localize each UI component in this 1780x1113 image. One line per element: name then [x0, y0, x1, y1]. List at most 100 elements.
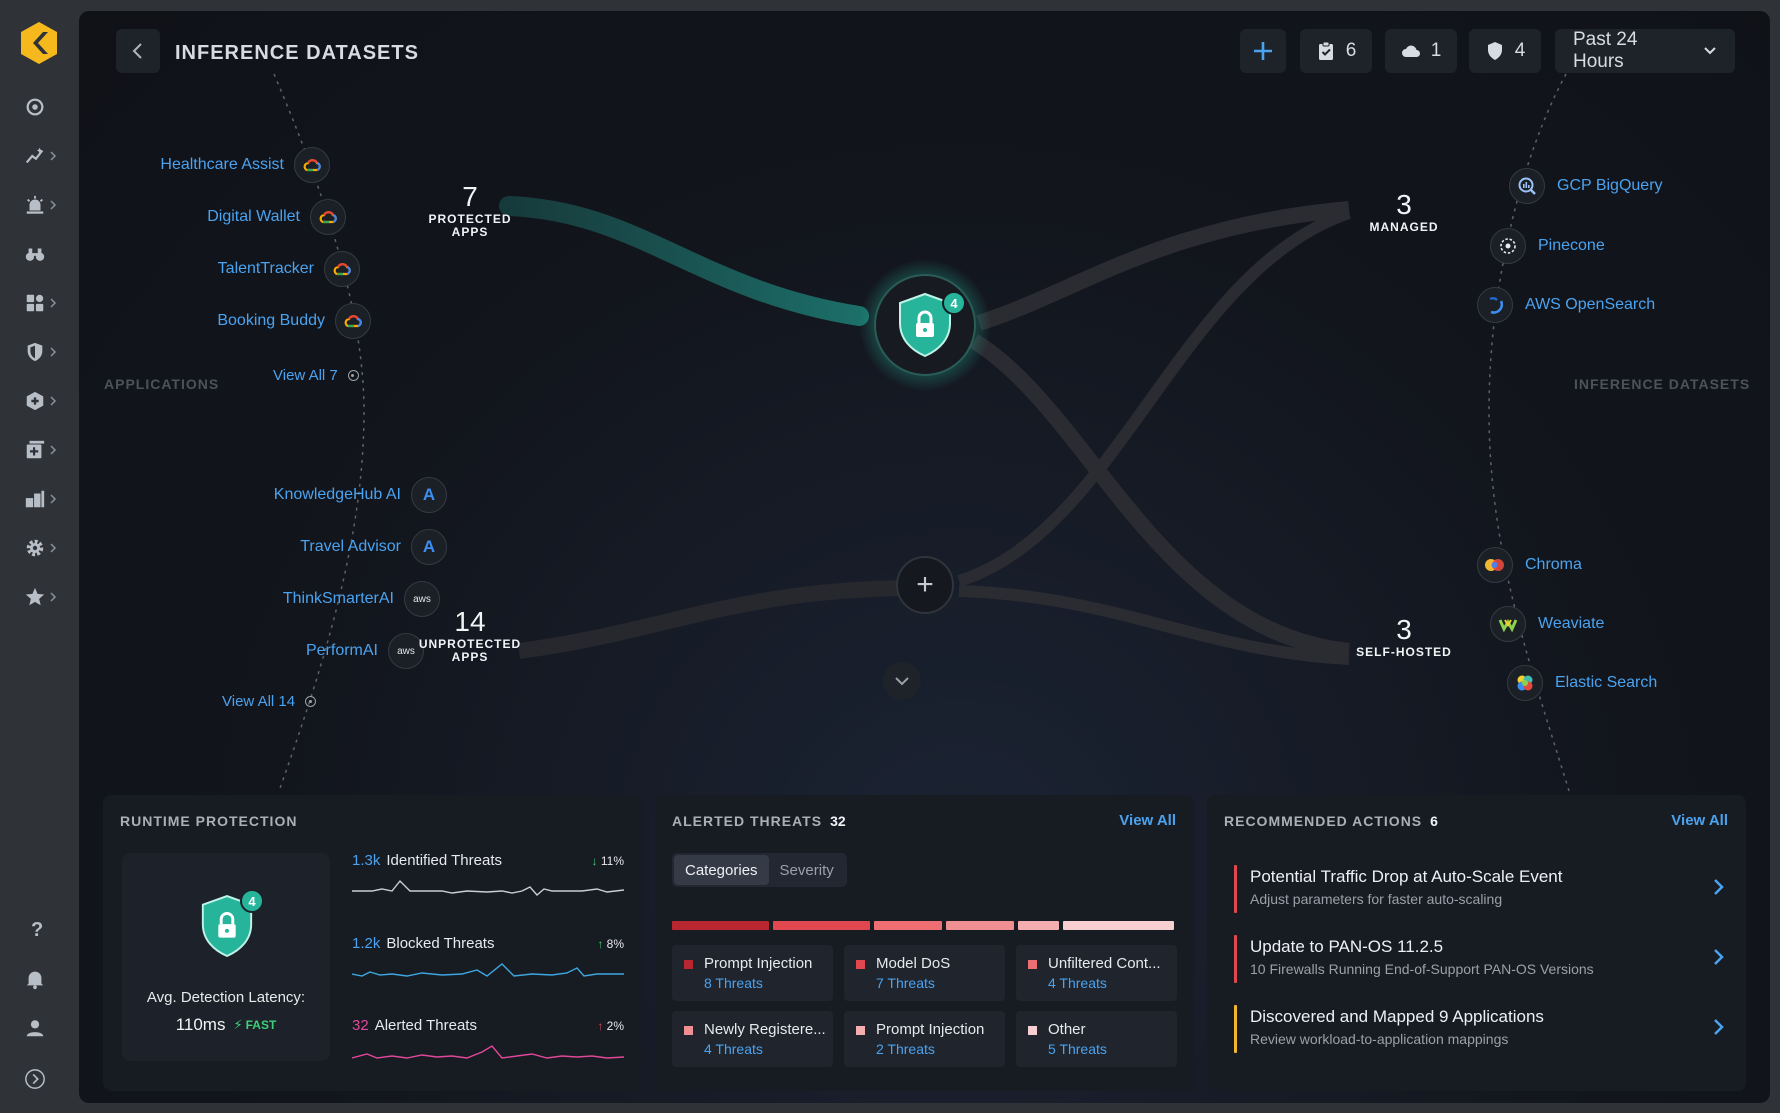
- alerted-sparkline: [352, 1045, 624, 1059]
- notifications-button[interactable]: [24, 963, 64, 995]
- app-item-talenttracker[interactable]: TalentTracker: [218, 251, 360, 287]
- dataset-name: Elastic Search: [1555, 674, 1658, 691]
- expand-nav-button[interactable]: [24, 1063, 64, 1095]
- metric-blocked-threats: 1.2k Blocked Threats ↑ 8%: [352, 935, 624, 984]
- metric-trend: ↑ 2%: [597, 1019, 624, 1033]
- datasets-label: INFERENCE DATASETS: [1574, 376, 1751, 392]
- dataset-name: AWS OpenSearch: [1525, 296, 1656, 313]
- category-color-swatch: [856, 1026, 865, 1035]
- chevron-right-icon: [50, 494, 57, 504]
- protected-flow: [499, 196, 869, 326]
- dataset-item-pinecone[interactable]: Pinecone: [1490, 228, 1605, 264]
- app-item-booking-buddy[interactable]: Booking Buddy: [217, 303, 371, 339]
- insights-nav-button[interactable]: [24, 140, 64, 172]
- chevron-right-icon[interactable]: [1712, 1017, 1726, 1037]
- tab-severity[interactable]: Severity: [779, 861, 834, 879]
- app-name: Digital Wallet: [207, 208, 300, 225]
- app-name: KnowledgeHub AI: [273, 486, 401, 503]
- chevron-right-icon[interactable]: [1712, 877, 1726, 897]
- threat-category-cell[interactable]: Unfiltered Cont... 4 Threats: [1016, 945, 1177, 1001]
- protected-apps-stat: 7 PROTECTED APPS: [415, 181, 525, 239]
- self-hosted-label: SELF-HOSTED: [1356, 645, 1452, 659]
- shield-chip[interactable]: 4: [1469, 29, 1541, 73]
- aws-icon: aws: [404, 581, 440, 617]
- threat-category-cell[interactable]: Prompt Injection 2 Threats: [844, 1011, 1005, 1067]
- alerted-view-all-link[interactable]: View All: [1119, 812, 1176, 829]
- action-item[interactable]: Update to PAN-OS 11.2.5 10 Firewalls Run…: [1234, 935, 1724, 983]
- dataset-item-elastic-search[interactable]: Elastic Search: [1507, 665, 1657, 701]
- policies-nav-button[interactable]: [24, 336, 64, 368]
- cloud-chip[interactable]: 1: [1385, 29, 1457, 73]
- category-name: Prompt Injection: [876, 1021, 985, 1038]
- back-button[interactable]: [116, 29, 160, 73]
- actions-view-all-link[interactable]: View All: [1671, 812, 1728, 829]
- chevron-right-icon: [50, 543, 57, 553]
- dataset-item-chroma[interactable]: Chroma: [1477, 547, 1582, 583]
- threat-category-cell[interactable]: Other 5 Threats: [1016, 1011, 1177, 1067]
- latency-value-row: 110ms ⚡ FAST: [122, 1015, 330, 1035]
- segment-prompt-injection: [672, 921, 769, 930]
- action-subtitle: Adjust parameters for faster auto-scalin…: [1250, 891, 1503, 907]
- time-range-select[interactable]: Past 24 Hours: [1555, 29, 1735, 73]
- aws-icon: aws: [388, 633, 424, 669]
- category-threats: 2 Threats: [876, 1041, 935, 1057]
- chevron-right-icon: [50, 445, 57, 455]
- app-item-healthcare-assist[interactable]: Healthcare Assist: [160, 147, 330, 183]
- plus-icon: [1254, 42, 1272, 60]
- recommended-actions-card: RECOMMENDED ACTIONS 6 View All Potential …: [1207, 795, 1746, 1091]
- chevron-right-icon[interactable]: [1712, 947, 1726, 967]
- target-icon: [347, 370, 359, 381]
- action-item[interactable]: Potential Traffic Drop at Auto-Scale Eve…: [1234, 865, 1724, 913]
- favorites-nav-button[interactable]: [24, 581, 64, 613]
- metric-label: Identified Threats: [386, 852, 502, 869]
- pinecone-icon: [1490, 228, 1526, 264]
- google-cloud-icon: [294, 147, 330, 183]
- tab-categories[interactable]: Categories: [674, 855, 769, 885]
- protection-hub[interactable]: 4: [874, 274, 976, 376]
- add-nav-button[interactable]: [24, 385, 64, 417]
- chevron-right-icon: [50, 151, 57, 161]
- threat-category-cell[interactable]: Model DoS 7 Threats: [844, 945, 1005, 1001]
- metric-label: Alerted Threats: [374, 1017, 477, 1034]
- dataset-name: Weaviate: [1538, 615, 1605, 632]
- view-all-protected-link[interactable]: View All 7: [273, 367, 359, 384]
- latency-value: 110ms: [175, 1015, 226, 1034]
- action-severity-bar: [1234, 865, 1237, 913]
- category-threats: 4 Threats: [704, 1041, 763, 1057]
- tasks-chip[interactable]: 6: [1300, 29, 1372, 73]
- protected-label-2: APPS: [451, 225, 489, 239]
- app-item-performai[interactable]: PerformAI aws: [306, 633, 424, 669]
- elastic-icon: [1507, 665, 1543, 701]
- user-profile-button[interactable]: [24, 1012, 64, 1044]
- models-nav-button[interactable]: [24, 483, 64, 515]
- add-protection-button[interactable]: +: [896, 556, 954, 614]
- metric-value: 1.2k: [352, 935, 381, 952]
- protected-count: 7: [462, 181, 478, 212]
- inventory-nav-button[interactable]: [24, 287, 64, 319]
- dataset-item-weaviate[interactable]: Weaviate: [1490, 606, 1604, 642]
- action-item[interactable]: Discovered and Mapped 9 Applications Rev…: [1234, 1005, 1724, 1053]
- app-item-knowledgehub-ai[interactable]: KnowledgeHub AI A: [274, 477, 447, 513]
- help-button[interactable]: ?: [24, 914, 64, 946]
- app-name: PerformAI: [305, 642, 378, 659]
- app-item-digital-wallet[interactable]: Digital Wallet: [207, 199, 346, 235]
- settings-nav-button[interactable]: [24, 532, 64, 564]
- threat-category-cell[interactable]: Newly Registere... 4 Threats: [672, 1011, 833, 1067]
- threat-category-cell[interactable]: Prompt Injection 8 Threats: [672, 945, 833, 1001]
- arrow-down-icon: ↓: [591, 854, 598, 868]
- self-hosted-count: 3: [1396, 614, 1412, 645]
- discovery-nav-button[interactable]: [24, 238, 64, 270]
- dashboard-nav-button[interactable]: [24, 91, 64, 123]
- app-item-travel-advisor[interactable]: Travel Advisor A: [300, 529, 447, 565]
- dataset-item-gcp-bigquery[interactable]: GCP BigQuery: [1509, 168, 1663, 204]
- deployments-nav-button[interactable]: [24, 434, 64, 466]
- app-item-thinksmarterai[interactable]: ThinkSmarterAI aws: [283, 581, 440, 617]
- alerts-nav-button[interactable]: [24, 189, 64, 221]
- chroma-icon: [1477, 547, 1513, 583]
- dataset-item-aws-opensearch[interactable]: AWS OpenSearch: [1477, 287, 1655, 323]
- view-all-unprotected-link[interactable]: View All 14: [222, 693, 317, 710]
- expand-graph-button[interactable]: [883, 662, 921, 700]
- segment-model-dos: [773, 921, 870, 930]
- app-logo[interactable]: [18, 20, 60, 66]
- add-button[interactable]: [1240, 29, 1286, 73]
